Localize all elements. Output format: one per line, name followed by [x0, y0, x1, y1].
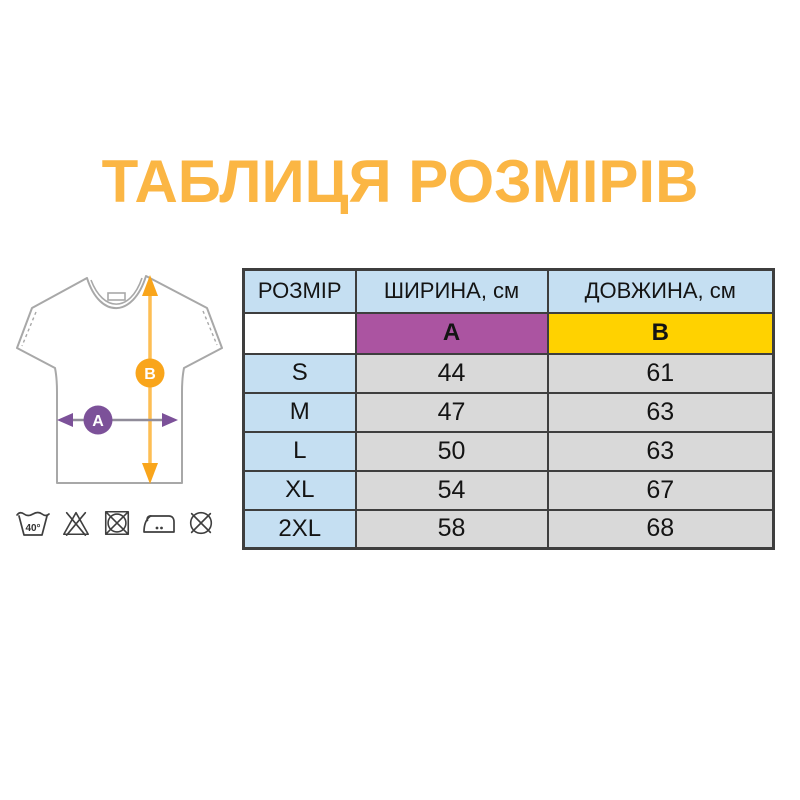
tshirt-diagram: B A	[10, 266, 235, 501]
tshirt-outline	[16, 275, 223, 484]
do-not-tumble-dry-icon	[104, 510, 130, 536]
do-not-dry-clean-icon	[189, 511, 213, 535]
width-arrow: A	[57, 405, 178, 435]
width-arrowhead-right	[162, 413, 178, 427]
care-symbols: 40°	[15, 507, 217, 539]
length-cell: 63	[546, 391, 775, 433]
size-cell: XL	[242, 469, 357, 511]
col-header-length: ДОВЖИНА, см	[546, 268, 775, 314]
table-row-m: M 47 63	[242, 391, 775, 433]
length-marker-label: B	[144, 366, 156, 383]
size-table: РОЗМІР ШИРИНА, см ДОВЖИНА, см A B S 44 6…	[242, 268, 775, 550]
collar-ribbing	[90, 277, 143, 305]
width-cell: 44	[354, 352, 549, 394]
width-marker	[83, 405, 113, 435]
width-cell: 50	[354, 430, 549, 472]
width-cell: 54	[354, 469, 549, 511]
length-cell: 63	[546, 430, 775, 472]
size-cell: 2XL	[242, 508, 357, 550]
size-cell: L	[242, 430, 357, 472]
measure-a-cell: A	[354, 311, 549, 355]
length-marker	[135, 358, 165, 388]
length-arrowhead-top	[142, 275, 158, 296]
tshirt-illustration: B A	[16, 275, 223, 484]
iron-medium-heat-icon	[143, 515, 175, 533]
length-cell: 68	[546, 508, 775, 550]
size-cell: M	[242, 391, 357, 433]
length-cell: 67	[546, 469, 775, 511]
length-arrowhead-bottom	[142, 463, 158, 484]
table-row-l: L 50 63	[242, 430, 775, 472]
page-title: ТАБЛИЦЯ РОЗМІРІВ	[101, 148, 699, 215]
neck-label	[107, 292, 126, 301]
table-row-s: S 44 61	[242, 352, 775, 394]
measure-b-cell: B	[546, 311, 775, 355]
width-cell: 47	[354, 391, 549, 433]
width-arrowhead-left	[57, 413, 73, 427]
size-cell: S	[242, 352, 357, 394]
left-sleeve-stitch	[21, 311, 37, 347]
width-marker-label: A	[92, 413, 104, 430]
table-row-xl: XL 54 67	[242, 469, 775, 511]
length-arrow: B	[135, 275, 165, 484]
width-cell: 58	[354, 508, 549, 550]
wash-temp-label: 40°	[25, 523, 40, 534]
measure-empty-cell	[242, 311, 357, 355]
col-header-width: ШИРИНА, см	[354, 268, 549, 314]
measure-label-row: A B	[242, 311, 775, 355]
length-cell: 61	[546, 352, 775, 394]
table-row-2xl: 2XL 58 68	[242, 508, 775, 550]
right-sleeve-stitch	[202, 310, 218, 346]
do-not-bleach-icon	[63, 511, 89, 536]
col-header-size: РОЗМІР	[242, 268, 357, 314]
wash-40-icon: 40°	[16, 511, 50, 536]
table-header-row: РОЗМІР ШИРИНА, см ДОВЖИНА, см	[242, 268, 775, 314]
